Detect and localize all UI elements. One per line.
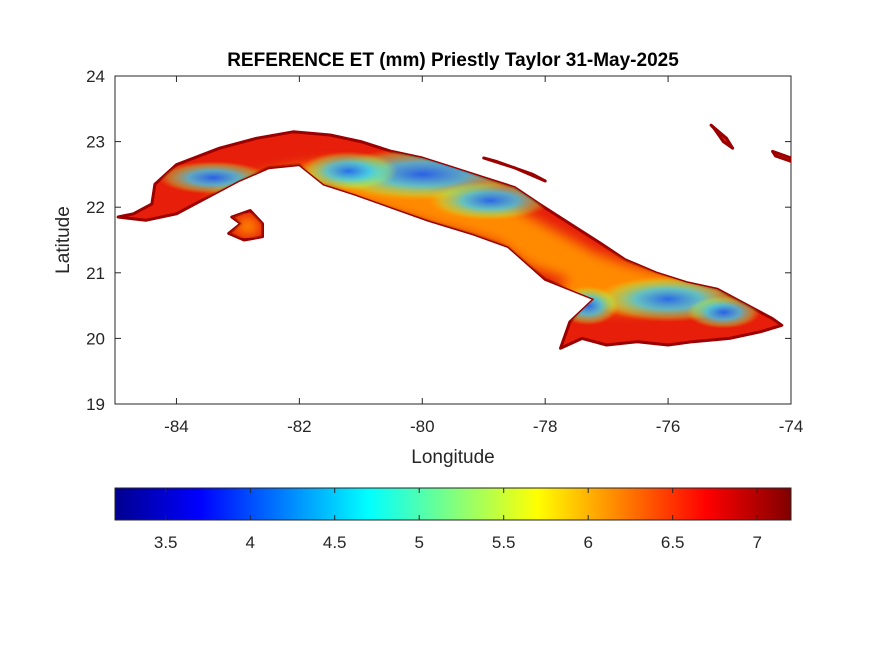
land-interior [231, 215, 260, 236]
plot-area [114, 75, 792, 405]
colorbar-tick-label: 7 [752, 533, 761, 552]
low-et-area [686, 295, 761, 329]
x-tick-label: -84 [164, 417, 189, 436]
region-sabana-camaguey-keys [482, 156, 547, 183]
land-polygon [482, 156, 547, 183]
land-polygon [709, 123, 735, 150]
colorbar-ticks: 3.5 4 4.5 5 5.5 6 6.5 7 [154, 488, 762, 552]
colorbar-tick-label: 6.5 [661, 533, 685, 552]
y-tick-label: 23 [86, 133, 105, 152]
x-axis: -84 -82 -80 -78 -76 -74 [164, 76, 803, 436]
x-tick-label: -76 [656, 417, 681, 436]
y-tick-label: 20 [86, 329, 105, 348]
y-tick-label: 24 [86, 67, 105, 86]
colorbar-tick-label: 4.5 [323, 533, 347, 552]
y-tick-label: 22 [86, 198, 105, 217]
colorbar-tick-label: 5 [414, 533, 423, 552]
y-tick-label: 19 [86, 395, 105, 414]
region-isla-de-la-juventud [227, 209, 264, 242]
land-interior [179, 162, 724, 315]
y-axis: 19 20 21 22 23 24 [86, 67, 791, 414]
colorbar [114, 487, 792, 521]
y-axis-label: Latitude [53, 206, 74, 274]
x-tick-label: -82 [287, 417, 312, 436]
x-axis-label: Longitude [411, 447, 494, 468]
colorbar-tick-label: 5.5 [492, 533, 516, 552]
x-tick-label: -78 [533, 417, 558, 436]
low-et-area [299, 151, 398, 191]
y-tick-label: 21 [86, 264, 105, 283]
region-coastal-fragment-east [771, 149, 791, 163]
colorbar-tick-label: 4 [245, 533, 254, 552]
colorbar-tick-label: 3.5 [154, 533, 178, 552]
colorbar-tick-label: 6 [583, 533, 592, 552]
chart-title: REFERENCE ET (mm) Priestly Taylor 31-May… [227, 50, 679, 71]
x-tick-label: -74 [779, 417, 804, 436]
region-small-island-east [709, 123, 735, 150]
x-tick-label: -80 [410, 417, 435, 436]
land-polygon [771, 149, 791, 163]
